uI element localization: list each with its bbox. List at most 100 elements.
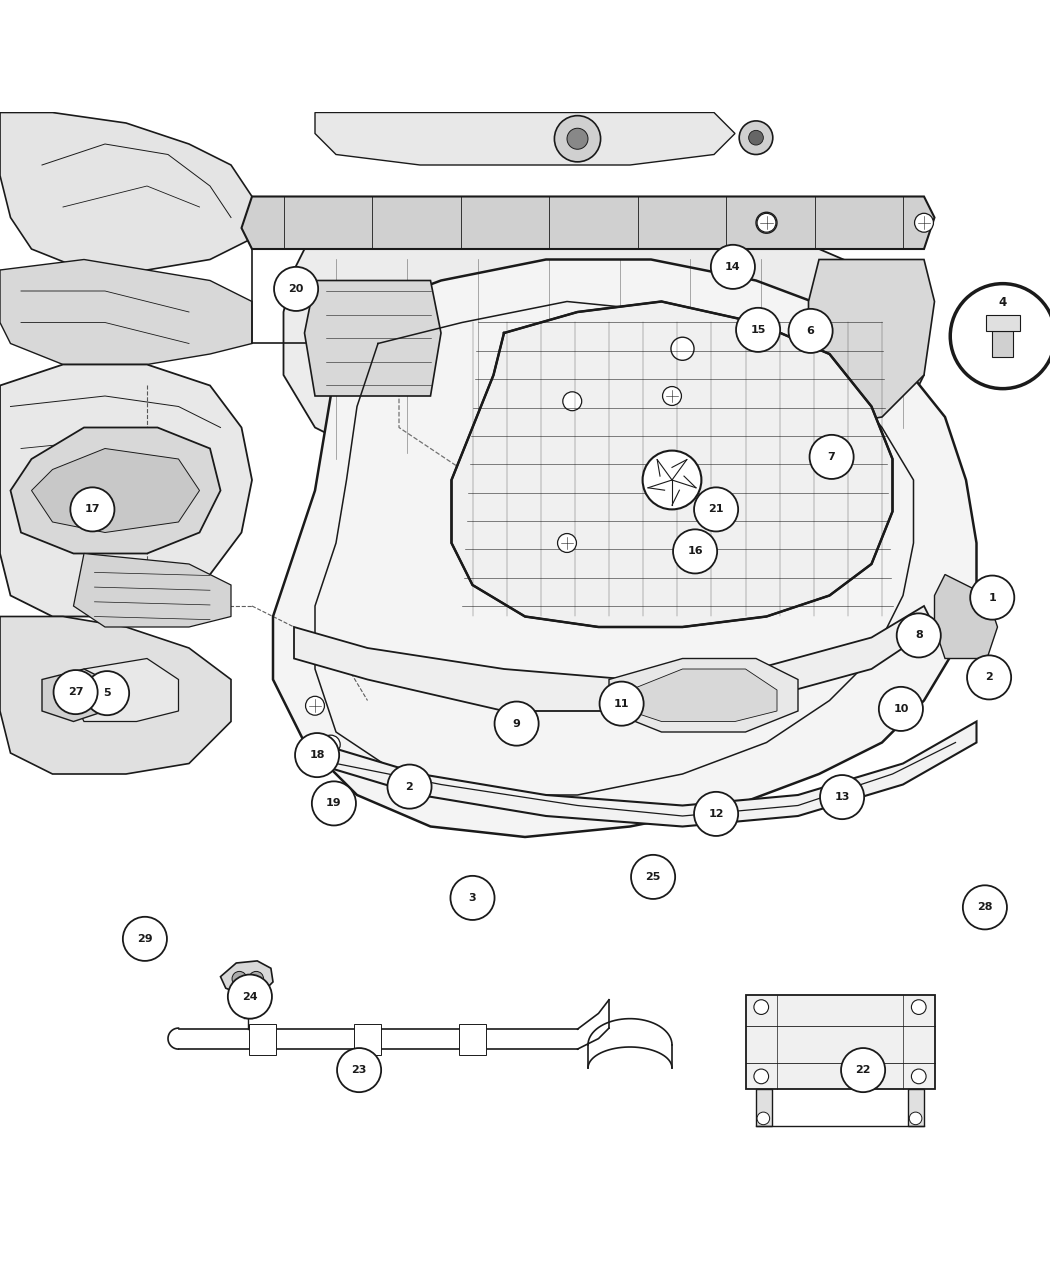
Polygon shape: [452, 301, 892, 627]
Text: 9: 9: [512, 719, 521, 728]
Polygon shape: [609, 658, 798, 732]
Text: 2: 2: [405, 782, 414, 792]
Text: 16: 16: [688, 547, 702, 556]
Circle shape: [600, 682, 644, 725]
Polygon shape: [0, 260, 252, 365]
Circle shape: [232, 972, 247, 986]
Circle shape: [736, 307, 780, 352]
Text: 7: 7: [827, 451, 836, 462]
Polygon shape: [294, 606, 934, 711]
Bar: [249, 1024, 276, 1056]
Circle shape: [631, 854, 675, 899]
Circle shape: [643, 450, 701, 510]
Circle shape: [879, 687, 923, 731]
Polygon shape: [0, 112, 252, 270]
Text: 11: 11: [614, 699, 629, 709]
Text: 29: 29: [138, 933, 152, 944]
Polygon shape: [42, 669, 105, 722]
Circle shape: [757, 1112, 770, 1125]
Polygon shape: [74, 658, 178, 722]
Circle shape: [70, 487, 114, 532]
Text: 19: 19: [327, 798, 341, 808]
Circle shape: [841, 1048, 885, 1093]
Polygon shape: [756, 1089, 772, 1126]
Circle shape: [911, 1000, 926, 1015]
Text: 28: 28: [978, 903, 992, 913]
Polygon shape: [986, 315, 1020, 332]
Circle shape: [387, 765, 432, 808]
Circle shape: [337, 1048, 381, 1093]
Text: 15: 15: [751, 325, 765, 335]
Circle shape: [757, 213, 776, 232]
Polygon shape: [10, 427, 220, 553]
Text: 12: 12: [709, 808, 723, 819]
Circle shape: [274, 266, 318, 311]
Text: 27: 27: [68, 687, 83, 697]
Bar: [459, 1024, 486, 1056]
Circle shape: [54, 671, 98, 714]
Polygon shape: [630, 669, 777, 722]
Circle shape: [673, 529, 717, 574]
Text: 23: 23: [352, 1065, 366, 1075]
Circle shape: [739, 121, 773, 154]
Bar: [354, 1024, 381, 1056]
Text: 4: 4: [999, 296, 1007, 309]
Text: 10: 10: [894, 704, 908, 714]
Circle shape: [663, 386, 681, 405]
Text: 21: 21: [709, 505, 723, 514]
Text: 22: 22: [856, 1065, 870, 1075]
Circle shape: [909, 1112, 922, 1125]
Polygon shape: [315, 112, 735, 164]
Circle shape: [911, 1068, 926, 1084]
Circle shape: [694, 487, 738, 532]
Polygon shape: [808, 260, 934, 427]
Polygon shape: [74, 553, 231, 627]
Text: 20: 20: [289, 284, 303, 295]
Circle shape: [789, 309, 833, 353]
Circle shape: [321, 736, 340, 754]
Polygon shape: [908, 1089, 924, 1126]
Circle shape: [950, 283, 1050, 389]
Text: 18: 18: [310, 750, 324, 760]
Text: 3: 3: [468, 892, 477, 903]
Circle shape: [558, 533, 576, 552]
Circle shape: [711, 245, 755, 289]
Polygon shape: [242, 196, 934, 249]
Polygon shape: [992, 332, 1013, 357]
Polygon shape: [304, 280, 441, 397]
Circle shape: [567, 129, 588, 149]
Text: 25: 25: [646, 872, 660, 882]
Circle shape: [495, 701, 539, 746]
Circle shape: [312, 782, 356, 825]
Polygon shape: [0, 365, 252, 617]
Text: 13: 13: [835, 792, 849, 802]
Circle shape: [450, 876, 495, 921]
Circle shape: [306, 696, 324, 715]
Text: 2: 2: [985, 672, 993, 682]
Circle shape: [563, 391, 582, 411]
Circle shape: [810, 435, 854, 479]
Polygon shape: [315, 722, 977, 826]
Circle shape: [756, 212, 777, 233]
Circle shape: [963, 885, 1007, 929]
Circle shape: [820, 775, 864, 819]
Text: 5: 5: [103, 688, 111, 699]
Polygon shape: [0, 617, 231, 774]
Circle shape: [754, 1000, 769, 1015]
Text: 8: 8: [915, 630, 923, 640]
Polygon shape: [746, 994, 934, 1089]
Polygon shape: [32, 449, 200, 533]
Circle shape: [249, 972, 264, 986]
Polygon shape: [284, 228, 924, 479]
Circle shape: [554, 116, 601, 162]
Circle shape: [123, 917, 167, 961]
Circle shape: [671, 337, 694, 361]
Circle shape: [228, 974, 272, 1019]
Circle shape: [85, 671, 129, 715]
Circle shape: [295, 733, 339, 778]
Circle shape: [749, 130, 763, 145]
Text: 17: 17: [85, 505, 100, 514]
Text: 1: 1: [988, 593, 996, 603]
Polygon shape: [273, 260, 976, 836]
Circle shape: [694, 792, 738, 836]
